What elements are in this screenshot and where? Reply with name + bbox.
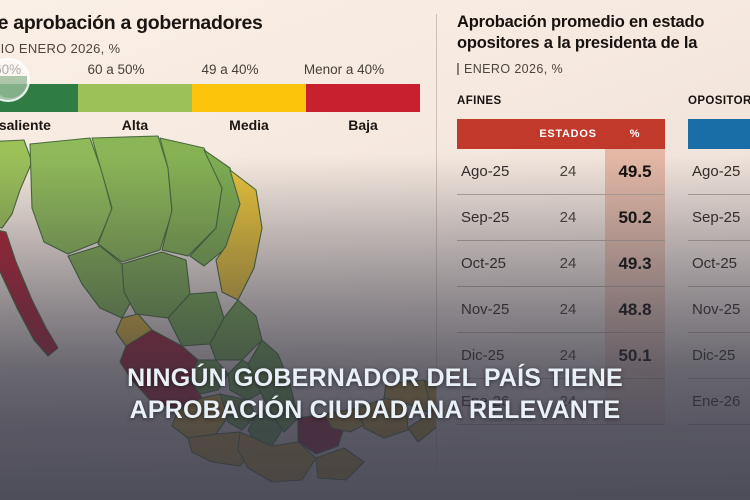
opositores-table-header — [688, 119, 750, 149]
legend-range-2: 49 a 40% — [201, 62, 259, 77]
table-row: Sep-25 — [688, 195, 750, 241]
table-row: Ago-25 — [688, 149, 750, 195]
cell-estados: 24 — [559, 347, 577, 364]
cell-mes: Sep-25 — [692, 209, 741, 226]
state-chiapas-south — [315, 447, 365, 481]
cell-estados: 24 — [559, 301, 577, 318]
mexico-map — [0, 132, 436, 500]
afines-table: ESTADOS % Ago-25 24 49.5 Sep-25 24 50.2 Oct-25… — [457, 119, 665, 425]
cell-mes: Ene-26 — [461, 393, 510, 410]
table-row: Dic-25 24 50.1 — [457, 333, 665, 379]
afines-header-pct: % — [629, 128, 641, 140]
legend-swatch-media — [192, 84, 306, 112]
right-panel-table: Aprobación promedio en estado opositores… — [452, 0, 750, 500]
approval-legend: a 60% 60 a 50% 49 a 40% Menor a 40% esal… — [0, 62, 436, 133]
table-row: Dic-25 — [688, 333, 750, 379]
state-baja-california-sur — [0, 230, 59, 357]
legend-color-bar — [0, 84, 420, 112]
legend-range-3: Menor a 40% — [303, 62, 385, 77]
table-row: Ago-25 24 49.5 — [457, 149, 665, 195]
afines-column-label: AFINES — [457, 95, 502, 107]
watermark-arc-shape — [0, 76, 27, 98]
legend-category-labels: esaliente Alta Media Baja — [0, 112, 420, 133]
right-panel-subtitle-text: ENERO 2026, % — [464, 62, 563, 76]
cell-estados: 24 — [559, 255, 577, 272]
legend-range-1: 60 a 50% — [87, 62, 145, 77]
cell-mes: Nov-25 — [692, 301, 741, 318]
right-panel-subtitle: ENERO 2026, % — [457, 62, 563, 76]
cell-mes: Ago-25 — [461, 163, 510, 180]
left-panel-subtitle: EDIO ENERO 2026, % — [0, 41, 121, 56]
mexico-map-svg — [0, 135, 436, 483]
state-baja-california — [0, 139, 33, 229]
cell-estados: 24 — [559, 163, 577, 180]
legend-name-1: Alta — [121, 117, 149, 133]
table-row: Sep-25 24 50.2 — [457, 195, 665, 241]
table-row: Ene-26 24 — [457, 379, 665, 425]
cell-mes: Ago-25 — [692, 163, 741, 180]
right-panel-title: Aprobación promedio en estado opositores… — [457, 13, 705, 53]
cell-mes: Oct-25 — [692, 255, 738, 272]
legend-name-3: Baja — [348, 117, 378, 133]
cell-pct: 50.1 — [618, 345, 652, 365]
legend-range-labels: a 60% 60 a 50% 49 a 40% Menor a 40% — [0, 62, 436, 84]
state-guanajuato — [189, 359, 229, 395]
afines-table-header: ESTADOS % — [457, 119, 665, 149]
cell-mes: Dic-25 — [461, 347, 505, 364]
table-row: Nov-25 — [688, 287, 750, 333]
panel-divider — [436, 14, 437, 469]
cell-pct: 49.3 — [618, 253, 652, 273]
cell-pct: 50.2 — [618, 207, 652, 227]
cell-mes: Oct-25 — [461, 255, 507, 272]
left-panel-map-legend: de aprobación a gobernadores EDIO ENERO … — [0, 12, 436, 500]
cell-mes: Dic-25 — [692, 347, 736, 364]
channel-logo-watermark-icon — [0, 58, 30, 102]
table-row: Oct-25 24 49.3 — [457, 241, 665, 287]
cell-pct: 49.5 — [618, 161, 652, 181]
cell-estados: 24 — [559, 393, 577, 410]
cell-mes: Sep-25 — [461, 209, 510, 226]
opositores-table-body: Ago-25 Sep-25 Oct-25 Nov-25 Dic-25 Ene-26 — [688, 149, 750, 425]
opositores-table: Ago-25 Sep-25 Oct-25 Nov-25 Dic-25 Ene-26 — [688, 119, 750, 425]
table-row: Oct-25 — [688, 241, 750, 287]
table-row: Ene-26 — [688, 379, 750, 425]
state-campeche — [357, 397, 409, 439]
cell-pct: 48.8 — [618, 299, 652, 319]
left-panel-title: de aprobación a gobernadores — [0, 12, 263, 34]
afines-header-estados: ESTADOS — [539, 128, 597, 140]
cell-mes: Ene-26 — [692, 393, 741, 410]
legend-swatch-alta — [78, 84, 192, 112]
cell-estados: 24 — [559, 209, 577, 226]
legend-swatch-baja — [306, 84, 420, 112]
legend-name-2: Media — [229, 117, 269, 133]
afines-table-body: Ago-25 24 49.5 Sep-25 24 50.2 Oct-25 24 49.3 Nov-… — [457, 149, 665, 425]
subtitle-tick-mark — [457, 63, 459, 75]
table-row: Nov-25 24 48.8 — [457, 287, 665, 333]
legend-name-0: esaliente — [0, 117, 51, 133]
cell-mes: Nov-25 — [461, 301, 510, 318]
